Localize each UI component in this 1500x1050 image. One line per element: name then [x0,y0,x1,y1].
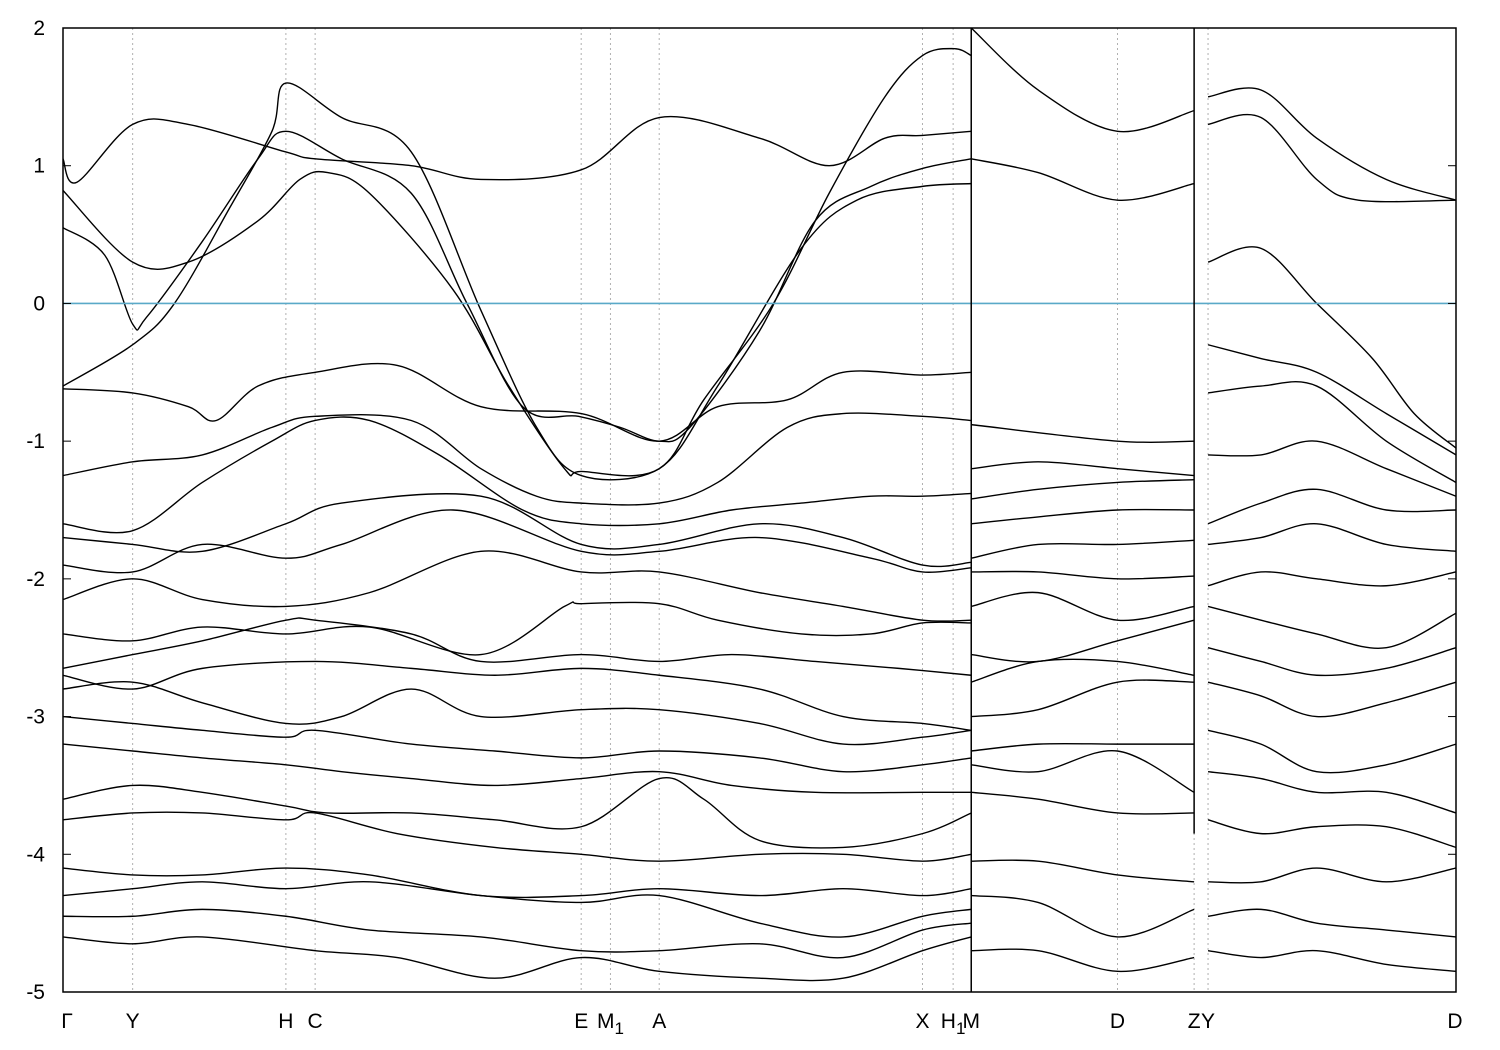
x-tick-subscript-5: 1 [614,1019,623,1038]
band-line-18 [62,867,972,899]
y-tick-label-5: -3 [26,706,45,729]
band-line-29 [971,570,1195,580]
band-line-20 [62,908,972,959]
band-line-51 [1207,681,1457,718]
band-line-10 [62,601,972,656]
band-line-35 [971,749,1195,793]
band-line-52 [1207,729,1457,774]
y-tick-label-6: -4 [26,843,45,866]
y-tick-label-7: -5 [26,981,45,1004]
band-line-1 [62,170,972,477]
band-line-44 [1207,381,1457,484]
band-line-26 [971,479,1195,500]
y-tick-label-4: -2 [26,568,45,591]
x-tick-label-11: Z [1188,1010,1201,1033]
band-line-57 [1207,949,1457,973]
band-line-2 [62,130,972,443]
band-line-41 [1207,113,1457,203]
band-line-43 [1207,344,1457,456]
band-line-9 [62,550,972,622]
band-line-16 [62,776,972,849]
y-tick-label-0: 2 [33,17,45,40]
x-tick-label-9: M [962,1010,980,1033]
plot-frame [62,27,1457,993]
x-tick-label-6: A [652,1010,666,1033]
band-line-40 [1207,87,1457,201]
band-line-5 [62,412,972,506]
band-line-33 [971,679,1195,718]
high-symmetry-lines [132,28,1209,992]
band-line-45 [1208,440,1457,497]
band-line-24 [971,423,1195,444]
plot-frames [62,27,1457,993]
band-line-48 [1207,571,1457,587]
x-tick-label-2: H [278,1010,293,1033]
band-line-31 [971,619,1195,663]
x-tick-label-4: E [574,1010,588,1033]
band-line-55 [1208,867,1457,884]
band-line-56 [1207,908,1457,938]
x-tick-label-5: M1 [597,1010,624,1038]
band-line-13 [62,681,972,746]
band-line-39 [971,948,1195,973]
band-line-53 [1207,770,1457,814]
band-line-36 [971,791,1195,815]
band-line-7 [62,493,972,568]
band-line-14 [62,715,972,773]
band-line-38 [971,894,1195,938]
band-line-28 [971,539,1195,559]
band-line-21 [62,936,972,982]
band-line-27 [971,508,1195,525]
band-line-32 [971,658,1195,683]
band-line-8 [62,509,972,574]
band-line-25 [971,461,1195,477]
band-lines [62,27,1457,982]
y-tick-label-1: 1 [33,155,45,178]
x-tick-label-13: D [1447,1010,1462,1033]
x-tick-label-10: D [1110,1010,1125,1033]
band-line-11 [62,617,972,676]
band-line-6 [62,416,972,534]
x-tick-label-7: X [915,1010,929,1033]
x-tick-label-12: Y [1201,1010,1215,1033]
band-line-17 [62,811,972,862]
x-tick-label-3: C [308,1010,323,1033]
band-line-12 [62,660,972,732]
x-axis-ticks: Γ Y H C E M1 A X H1M D Z Y D [61,1010,1462,1038]
band-line-54 [1207,819,1457,849]
band-line-47 [1207,523,1457,553]
band-line-15 [62,743,972,794]
band-line-19 [62,881,972,938]
band-line-34 [971,742,1195,752]
x-tick-label-0: Γ [61,1010,73,1033]
band-line-4 [62,362,972,442]
band-line-37 [971,859,1195,883]
band-line-50 [1207,647,1457,677]
band-line-22 [971,158,1195,201]
band-line-46 [1207,488,1457,525]
x-tick-subscript-8: 1 [956,1019,965,1038]
band-line-3 [62,47,972,481]
y-axis-ticks: 2 1 0 -1 -2 -3 -4 -5 [26,17,1456,1004]
band-line-42 [1207,246,1457,449]
y-tick-label-3: -1 [26,430,45,453]
band-line-23 [970,27,1195,133]
band-line-30 [971,591,1195,622]
band-line-0 [62,115,972,184]
y-tick-label-2: 0 [33,292,45,315]
x-tick-label-1: Y [126,1010,140,1033]
band-line-49 [1207,605,1457,649]
